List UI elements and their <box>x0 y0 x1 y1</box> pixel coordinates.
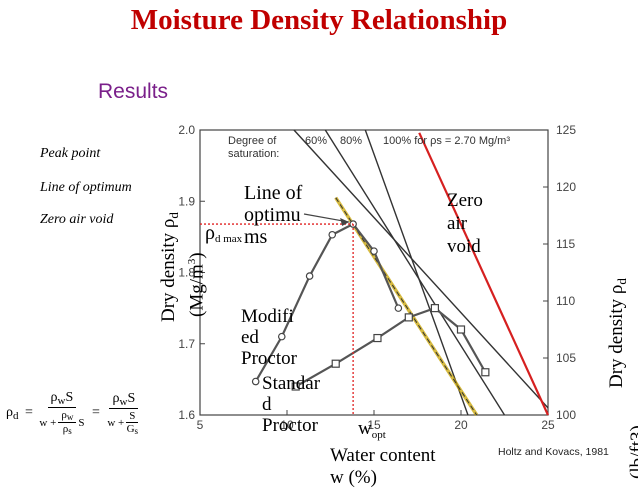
standard-point <box>373 333 382 343</box>
plot-frame <box>199 129 549 416</box>
x-tick-label-25: 25 <box>541 418 555 432</box>
modified-point <box>328 230 337 239</box>
legend-zero-air-void: Zero air void <box>40 212 114 227</box>
x-tick-label-5: 5 <box>197 418 204 432</box>
source-credit: Holtz and Kovacs, 1981 <box>498 446 609 458</box>
zero-air-void-line <box>418 132 550 416</box>
modified-point <box>394 304 403 312</box>
legend-peak-point: Peak point <box>40 146 101 161</box>
y-left-tick-label-1.6: 1.6 <box>178 408 195 422</box>
standard-point <box>291 382 300 391</box>
x-tick-label-15: 15 <box>367 418 381 432</box>
dry-density-equation: ρd = ρwS w + ρw ρs S = ρwS w + S Gs <box>6 390 139 436</box>
x-tick-label-20: 20 <box>454 418 468 432</box>
modified-proctor-label: Modifi ed Proctor <box>241 306 297 369</box>
y-axis-right-units: (lb/ft3) <box>627 425 638 479</box>
line-of-optimums <box>335 197 478 416</box>
standard-point <box>456 325 466 334</box>
x-tick-label-10: 10 <box>280 418 294 432</box>
saturation-line-1 <box>324 129 506 416</box>
y-right-tick-label-120: 120 <box>556 180 576 194</box>
y-left-tick-label-2: 2.0 <box>178 123 195 137</box>
standard-proctor-label: Standar d Proctor <box>262 373 321 436</box>
y-axis-right-label: Dry density ρd <box>606 278 629 388</box>
saturation-line-0 <box>293 129 549 409</box>
legend-line-of-optimum: Line of optimum <box>40 180 132 195</box>
y-right-tick-label-125: 125 <box>556 123 576 137</box>
modified-point <box>305 272 314 280</box>
saturation-header-2: saturation: <box>228 148 279 160</box>
modified-point <box>251 377 260 386</box>
y-right-tick-label-115: 115 <box>556 237 575 251</box>
y-left-tick-label-1.8: 1.8 <box>178 266 195 280</box>
saturation-label-60: 60% <box>305 135 327 147</box>
compaction-chart: 5 10 15 20 25 1.6 1.7 1.8 1.9 2.0 100 105 110 115 120 1… <box>178 123 576 432</box>
saturation-label-80: 80% <box>340 135 362 147</box>
y-left-tick-label-1.7: 1.7 <box>178 337 195 351</box>
zero-air-void-label: Zero air void <box>447 190 483 257</box>
peak-arrowhead <box>340 218 350 227</box>
saturation-header-1: Degree of <box>228 135 277 147</box>
standard-point <box>481 368 490 377</box>
y-right-tick-label-110: 110 <box>556 294 575 308</box>
w-opt-label: wopt <box>358 418 386 441</box>
saturation-label-100: 100% for ρs = 2.70 Mg/m³ <box>383 135 510 147</box>
curve-standard <box>295 306 487 388</box>
y-axis-left-units: (Mg/m3) <box>186 252 208 317</box>
y-left-tick-label-1.9: 1.9 <box>178 194 195 208</box>
modified-point <box>370 247 378 255</box>
y-right-tick-label-105: 105 <box>556 351 576 365</box>
results-heading: Results <box>98 80 169 103</box>
x-axis-label: Water content w (%) <box>330 445 436 488</box>
line-of-optimum-label: Line of optimu ms <box>244 182 303 248</box>
y-right-tick-label-100: 100 <box>556 408 576 422</box>
standard-point <box>430 304 439 313</box>
slide-title: Moisture Density Relationship <box>130 4 508 36</box>
saturation-line-2 <box>364 129 469 416</box>
standard-point <box>331 359 340 368</box>
rho-d-max-label: ρd max <box>205 222 243 245</box>
modified-point <box>277 332 286 341</box>
standard-point <box>404 313 413 322</box>
